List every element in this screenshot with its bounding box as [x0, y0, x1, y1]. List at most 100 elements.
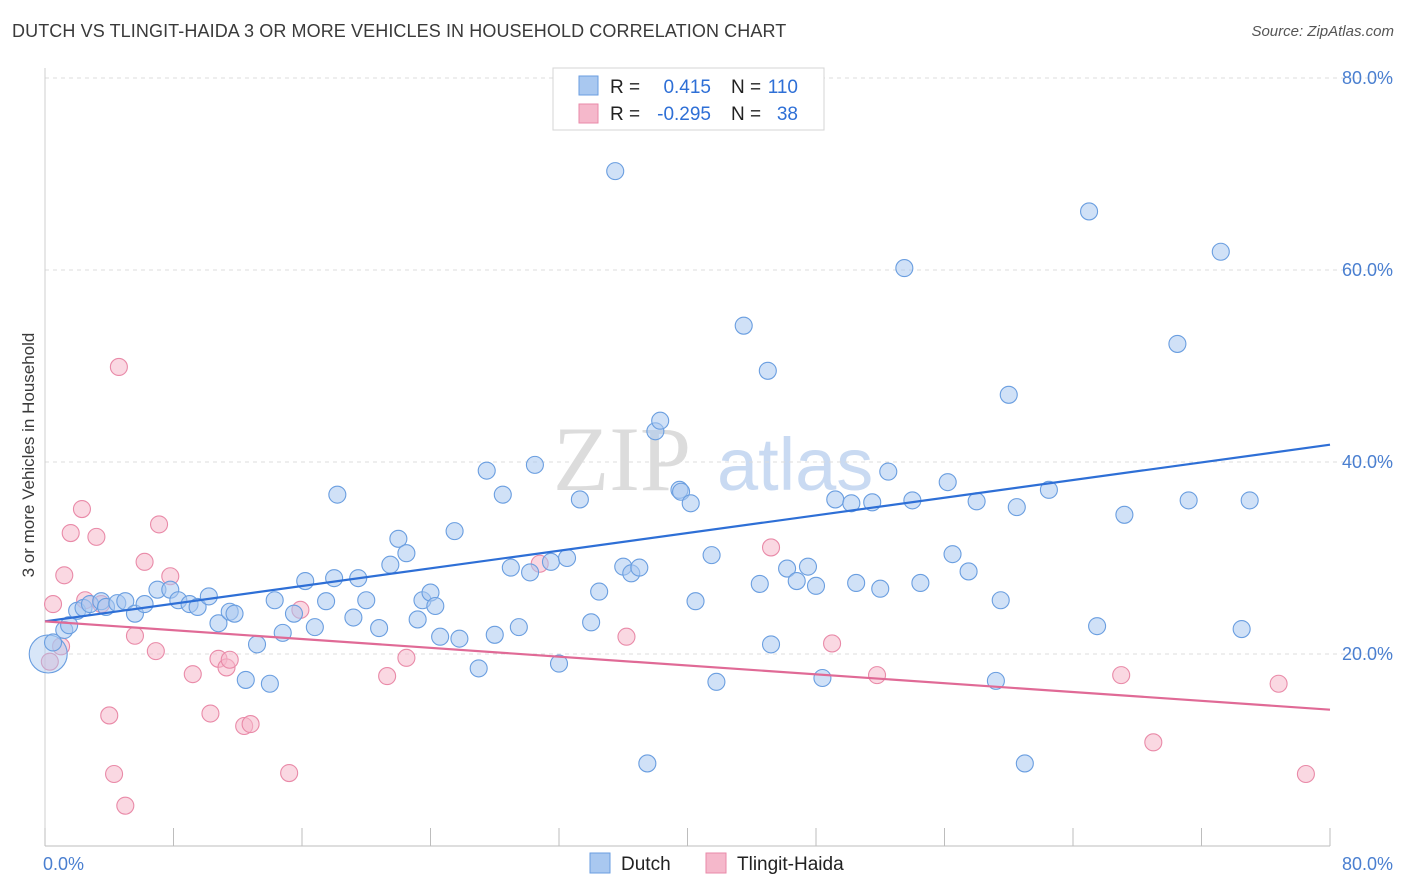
dutch-point — [389, 529, 408, 548]
dutch-point — [911, 573, 930, 593]
dutch-point — [521, 563, 540, 582]
dutch-point — [199, 587, 218, 606]
dutch-point — [1088, 617, 1107, 636]
dutch-point — [826, 490, 845, 509]
tlingit-series-swatch — [705, 852, 727, 874]
y-tick-label-60: 60.0% — [1342, 260, 1393, 280]
dutch-point — [787, 571, 806, 591]
dutch-point — [1232, 619, 1251, 639]
dutch-point — [638, 754, 657, 773]
gridlines — [45, 77, 1392, 655]
dutch-point — [847, 573, 866, 593]
dutch-point — [778, 559, 797, 578]
dutch-point — [570, 490, 589, 509]
dutch-point — [1015, 754, 1034, 773]
legend-n-value-dutch: 110 — [768, 77, 798, 98]
dutch-point — [501, 558, 520, 577]
dutch-point — [582, 613, 601, 632]
y-tick-labels: 20.0% 40.0% 60.0% 80.0% — [1342, 68, 1393, 664]
dutch-point — [702, 546, 721, 565]
tlingit-haida-point — [201, 704, 220, 723]
dutch-point — [630, 558, 649, 577]
tlingit-legend-swatch — [578, 103, 599, 124]
dutch-point — [686, 592, 705, 611]
dutch-point — [895, 259, 914, 278]
y-tick-label-20: 20.0% — [1342, 644, 1393, 664]
dutch-point — [325, 569, 344, 588]
tlingit-haida-point — [1112, 666, 1131, 685]
dutch-point — [1240, 491, 1259, 510]
legend-r-label-tlingit: R = — [610, 104, 640, 125]
dutch-point — [750, 574, 769, 593]
tlingit-haida-point — [183, 665, 202, 684]
dutch-point — [813, 668, 832, 688]
dutch-point — [541, 552, 561, 571]
x-tick-label-min: 0.0% — [43, 854, 84, 874]
dutch-point — [209, 614, 228, 633]
tlingit-haida-point — [280, 763, 299, 783]
dutch-point — [43, 633, 63, 652]
tlingit-haida-point — [105, 764, 124, 784]
x-tick-labels: 0.0% 80.0% — [43, 854, 1393, 874]
tlingit-haida-point — [135, 552, 154, 571]
dutch-point — [247, 635, 267, 654]
dutch-point — [469, 659, 488, 678]
source-label: Source: ZipAtlas.com — [1251, 23, 1394, 40]
dutch-point — [681, 494, 700, 513]
dutch-point — [426, 596, 445, 616]
dutch-series-label: Dutch — [621, 854, 671, 875]
tlingit-haida-point — [125, 626, 144, 645]
dutch-point — [357, 591, 376, 610]
dutch-point — [445, 522, 464, 541]
tlingit-haida-point — [116, 796, 135, 815]
tlingit-haida-point — [55, 566, 74, 585]
dutch-point — [477, 461, 496, 480]
dutch-point — [798, 557, 818, 576]
tlingit-haida-point — [617, 627, 636, 646]
dutch-point — [959, 562, 978, 581]
dutch-point — [317, 592, 336, 611]
tlingit-haida-point — [867, 666, 887, 685]
dutch-point — [135, 595, 154, 614]
dutch-legend-swatch — [578, 75, 599, 96]
tlingit-haida-point — [823, 634, 842, 653]
watermark-atlas: atlas — [717, 423, 873, 506]
dutch-point — [871, 579, 890, 598]
tlingit-series-label: Tlingit-Haida — [737, 854, 844, 875]
dutch-point — [305, 618, 324, 637]
legend-r-value-dutch: 0.415 — [663, 77, 711, 98]
dutch-point — [236, 670, 255, 689]
dutch-point — [606, 162, 625, 181]
dutch-point — [1179, 491, 1198, 510]
axes — [44, 68, 1331, 847]
dutch-point — [431, 627, 450, 646]
dutch-point — [60, 616, 79, 635]
dutch-point — [260, 674, 279, 693]
dutch-point — [509, 618, 528, 637]
dutch-point — [188, 597, 207, 617]
dutch-point — [879, 462, 898, 481]
tlingit-haida-point — [1296, 764, 1315, 784]
dutch-point — [525, 455, 544, 474]
dutch-point — [344, 608, 363, 627]
legend-r-value-tlingit: -0.295 — [657, 104, 711, 125]
tlingit-haida-point — [241, 715, 260, 734]
y-tick-label-40: 40.0% — [1342, 452, 1393, 472]
dutch-point — [842, 494, 861, 513]
dutch-point — [734, 316, 753, 335]
dutch-point — [225, 604, 244, 623]
dutch-point — [493, 485, 512, 504]
tlingit-haida-point — [40, 652, 59, 671]
y-axis-title: 3 or more Vehicles in Household — [19, 333, 38, 578]
x-tick-label-max: 80.0% — [1342, 854, 1393, 874]
tlingit-haida-point — [220, 650, 239, 669]
dutch-point — [1168, 334, 1187, 353]
tlingit-haida-point — [61, 523, 80, 543]
dutch-point — [408, 610, 427, 629]
tlingit-haida-point — [43, 595, 63, 614]
dutch-point — [707, 672, 726, 691]
dutch-point — [761, 635, 781, 654]
dutch-point — [991, 591, 1010, 610]
dutch-point — [328, 485, 347, 504]
